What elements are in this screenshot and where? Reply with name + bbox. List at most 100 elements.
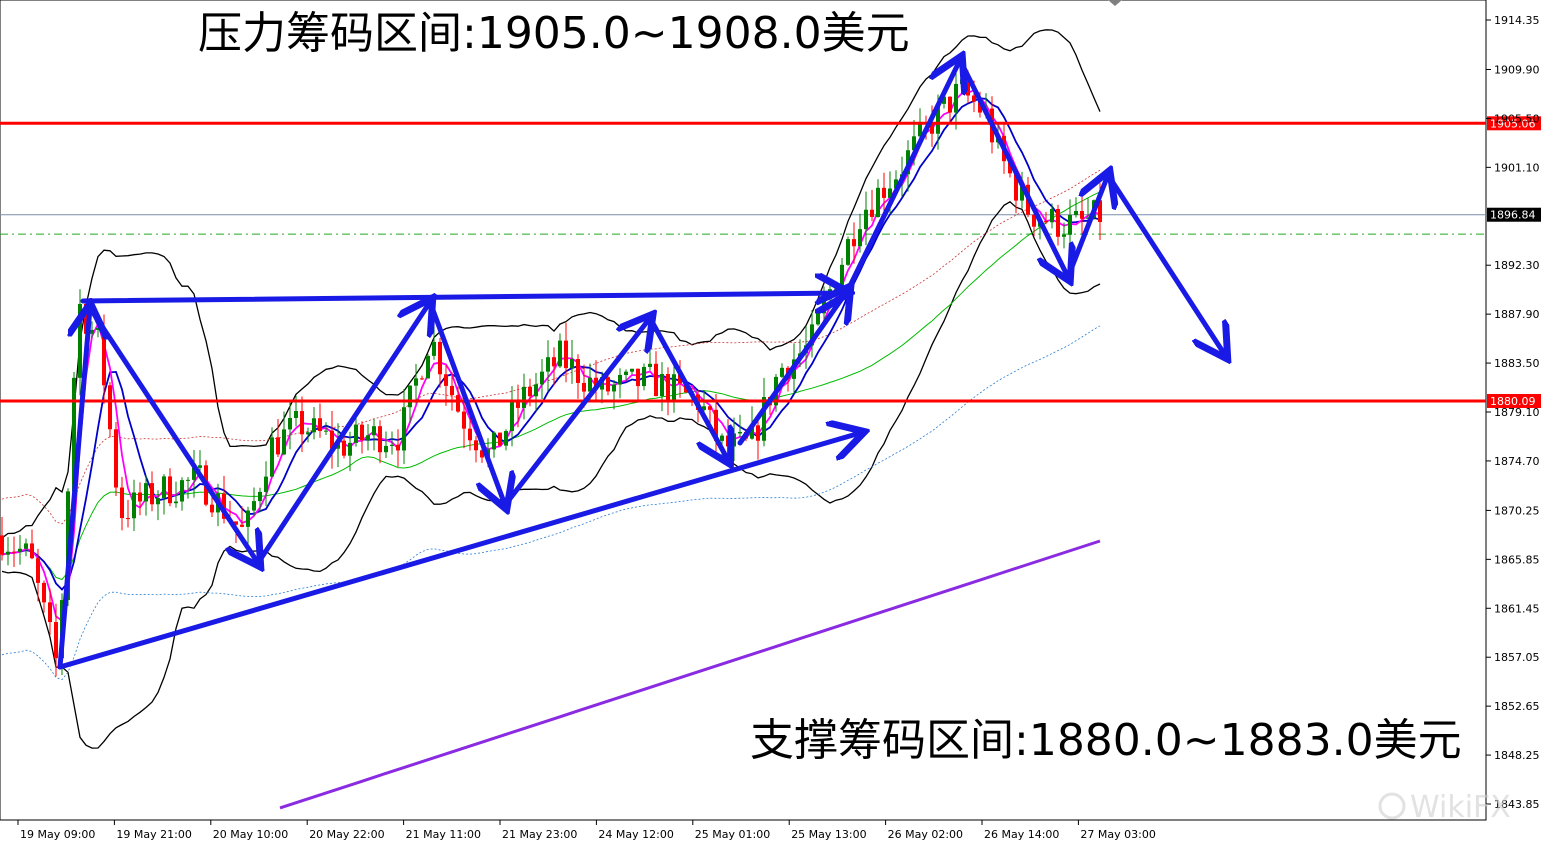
candle-body xyxy=(732,433,736,447)
trend-arrow xyxy=(427,299,505,505)
price-tick-label: 1887.90 xyxy=(1494,308,1540,321)
trend-arrow xyxy=(502,318,650,508)
time-tick-label: 21 May 23:00 xyxy=(502,828,577,841)
candle-body xyxy=(498,432,502,446)
candle-body xyxy=(258,491,262,502)
price-tick-label: 1852.65 xyxy=(1494,700,1540,713)
trend-arrow xyxy=(57,433,860,670)
level-price-label: 1905.06 xyxy=(1490,117,1536,130)
candle-body xyxy=(852,239,856,247)
candle-body xyxy=(396,444,400,451)
candle-body xyxy=(672,374,676,401)
level-lines-layer: 1905.06 1880.09 1896.84 xyxy=(0,116,1541,408)
trend-arrow xyxy=(957,57,1068,277)
candle-body xyxy=(120,487,124,519)
candle-body xyxy=(102,327,106,386)
candle-body xyxy=(810,324,814,346)
candle-body xyxy=(6,551,10,555)
time-tick-label: 20 May 10:00 xyxy=(213,828,288,841)
candle-body xyxy=(138,492,142,502)
candle-body xyxy=(246,510,250,527)
trend-arrow xyxy=(255,302,430,566)
candle-body xyxy=(72,377,76,492)
price-tick-label: 1865.85 xyxy=(1494,553,1540,566)
price-tick-label: 1892.30 xyxy=(1494,259,1540,272)
candle-body xyxy=(270,437,274,477)
level-price-label: 1880.09 xyxy=(1490,395,1536,408)
candle-body xyxy=(408,385,412,408)
candle-body xyxy=(642,366,646,387)
candle-body xyxy=(12,551,16,553)
upper-envelope-line xyxy=(1,169,1101,525)
candle-body xyxy=(384,445,388,453)
time-tick-label: 24 May 12:00 xyxy=(598,828,673,841)
trend-arrow xyxy=(1105,172,1225,355)
candle-body xyxy=(624,371,628,375)
candle-body xyxy=(660,373,664,397)
candle-body xyxy=(654,363,658,397)
candle-body xyxy=(210,504,214,513)
candle-body xyxy=(288,418,292,430)
candle-body xyxy=(930,122,934,134)
candle-body xyxy=(834,288,838,290)
candle-body xyxy=(618,374,622,385)
candle-body xyxy=(372,426,376,436)
candle-body xyxy=(1008,161,1012,174)
watermark-logo: WikiFX xyxy=(1378,790,1511,825)
candle-body xyxy=(936,103,940,134)
time-tick-label: 25 May 01:00 xyxy=(695,828,770,841)
price-tick-label: 1861.45 xyxy=(1494,602,1540,615)
candle-body xyxy=(552,357,556,367)
candle-body xyxy=(546,357,550,372)
candle-body xyxy=(96,327,100,330)
candle-body xyxy=(1044,221,1048,223)
trend-arrows-layer xyxy=(57,57,1225,670)
candle-body xyxy=(516,401,520,408)
candle-body xyxy=(576,359,580,383)
time-axis-ticks: 19 May 09:00 19 May 21:00 20 May 10:00 20 M… xyxy=(17,820,1156,841)
candle-body xyxy=(540,371,544,385)
current-price-tag xyxy=(1487,207,1541,222)
candle-body xyxy=(504,431,508,446)
blue-ma-line xyxy=(1,97,1101,591)
candle-body xyxy=(582,382,586,392)
price-tick-label: 1914.35 xyxy=(1494,14,1540,27)
candle-body xyxy=(354,424,358,443)
price-tick-label: 1879.10 xyxy=(1494,406,1540,419)
candle-body xyxy=(1056,208,1060,237)
candle-body xyxy=(330,430,334,449)
time-tick-label: 19 May 09:00 xyxy=(20,828,95,841)
candle-body xyxy=(390,444,394,446)
candle-body xyxy=(42,582,46,603)
candle-body xyxy=(348,442,352,456)
candle-body xyxy=(324,430,328,432)
candle-body xyxy=(510,401,514,432)
candle-body xyxy=(588,377,592,392)
candle-body xyxy=(318,418,322,432)
svg-text:WikiFX: WikiFX xyxy=(1410,790,1511,825)
price-tick-label: 1848.25 xyxy=(1494,749,1540,762)
candle-body xyxy=(1080,211,1084,219)
bollinger-lower-line xyxy=(1,200,1101,749)
price-tick-label: 1905.50 xyxy=(1494,112,1540,125)
candle-body xyxy=(648,363,652,367)
candle-body xyxy=(918,122,922,137)
time-tick-label: 26 May 02:00 xyxy=(888,828,963,841)
candle-body xyxy=(312,418,316,433)
candle-body xyxy=(252,501,256,511)
trend-ma-line xyxy=(1,191,1101,581)
candle-body xyxy=(678,374,682,384)
candle-body xyxy=(264,476,268,492)
candle-body xyxy=(564,340,568,369)
candle-body xyxy=(1050,208,1054,223)
candle-body xyxy=(282,429,286,455)
candle-body xyxy=(762,396,766,441)
price-tick-label: 1901.10 xyxy=(1494,161,1540,174)
candle-body xyxy=(630,368,634,372)
plot-frame xyxy=(0,0,1487,821)
candle-body xyxy=(816,313,820,325)
scroll-marker-icon xyxy=(1108,0,1122,6)
candle-body xyxy=(756,425,760,441)
trend-arrow xyxy=(80,293,845,301)
